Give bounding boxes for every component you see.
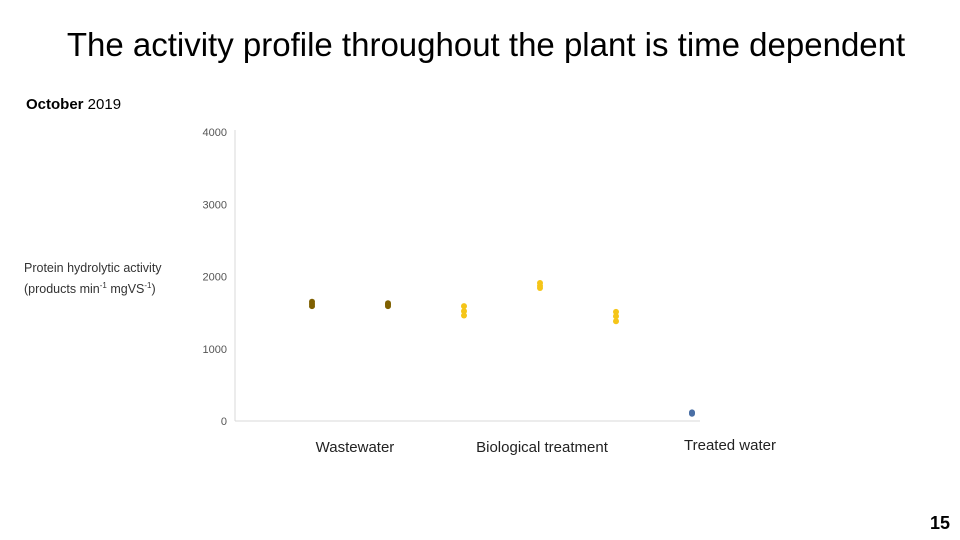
y-axis-label-line2: (products min-1 mgVS-1) [24, 281, 156, 297]
subtitle-year: 2019 [83, 96, 122, 113]
y-axis-label-line1: Protein hydrolytic activity [24, 261, 162, 275]
slide-title: The activity profile throughout the plan… [66, 26, 906, 63]
page-number: 15 [929, 513, 950, 533]
y-tick-label: 2000 [203, 272, 227, 284]
data-point [537, 285, 543, 292]
data-point [613, 313, 619, 320]
y-tick-label: 0 [221, 416, 227, 428]
data-point [461, 312, 467, 319]
data-point [613, 318, 619, 325]
x-category-label: Wastewater [316, 439, 395, 456]
data-point [613, 308, 619, 315]
y-axis-label: Protein hydrolytic activity (products mi… [24, 260, 162, 298]
data-point [461, 303, 467, 310]
slide-subtitle: October 2019 [26, 96, 121, 113]
data-point [385, 303, 391, 310]
subtitle-month: October [26, 96, 84, 113]
data-point [689, 410, 695, 417]
x-category-label: Treated water [684, 437, 776, 454]
y-tick-label: 4000 [203, 127, 227, 139]
x-category-label: Biological treatment [476, 439, 609, 456]
data-point [461, 308, 467, 315]
y-tick-label: 1000 [203, 344, 227, 356]
data-point [309, 303, 315, 310]
y-tick-label: 3000 [203, 199, 227, 211]
